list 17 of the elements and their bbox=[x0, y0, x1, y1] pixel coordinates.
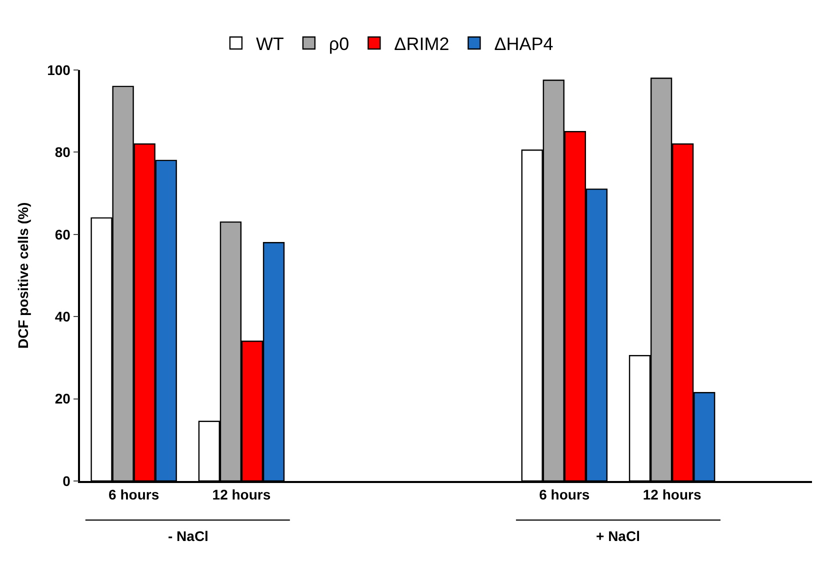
y-tick-label: 60 bbox=[54, 226, 71, 242]
x-tick-label: 12 hours bbox=[212, 486, 271, 503]
y-axis-title: DCF positive cells (%) bbox=[15, 202, 32, 349]
y-tick-label: 80 bbox=[54, 144, 71, 160]
legend-label: WT bbox=[256, 34, 284, 54]
x-tick-label: 12 hours bbox=[642, 486, 702, 503]
x-tick-label: 6 hours bbox=[539, 486, 590, 503]
y-tick-label: 20 bbox=[54, 390, 71, 407]
text: + NaCl bbox=[596, 528, 640, 544]
legend-label: ΔRIM2 bbox=[394, 34, 450, 54]
legend-label: ρ0 bbox=[328, 34, 350, 54]
x-tick-label: 6 hours bbox=[108, 486, 160, 503]
y-tick-label: 100 bbox=[47, 62, 71, 78]
text: - NaCl bbox=[168, 528, 208, 544]
legend-label: ΔHAP4 bbox=[494, 34, 554, 54]
y-tick-label: 0 bbox=[62, 472, 71, 489]
y-tick-label: 40 bbox=[54, 308, 71, 324]
